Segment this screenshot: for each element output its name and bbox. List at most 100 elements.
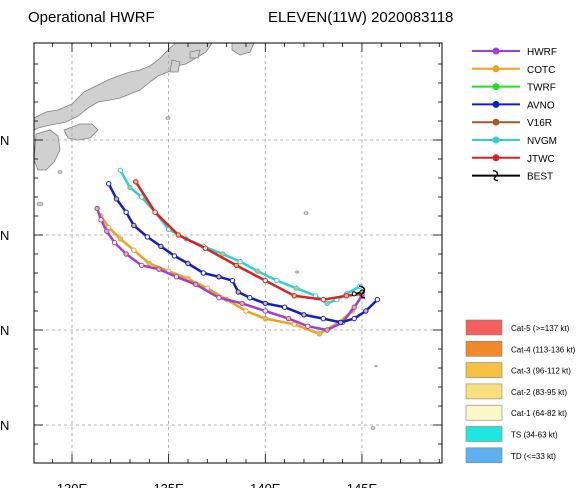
track-point: [185, 260, 191, 267]
x-tick-label: 145E: [347, 481, 378, 488]
track-point: [351, 291, 357, 297]
legend-marker: [492, 65, 500, 73]
legend-storm-symbol: [492, 169, 499, 182]
track-point: [320, 315, 326, 322]
track-nvgm: [117, 167, 363, 307]
legend-label: JTWC: [527, 154, 555, 165]
track-point: [123, 251, 129, 257]
category-label: Cat-1 (64-82 kt): [511, 409, 567, 418]
track-point: [106, 181, 112, 187]
track-point: [104, 228, 110, 234]
y-tick-label: N: [0, 323, 9, 338]
track-point: [113, 196, 120, 202]
track-point: [220, 251, 226, 257]
track-point: [262, 315, 268, 322]
category-item: Cat-1 (64-82 kt): [465, 404, 567, 421]
legend-label: AVNO: [527, 100, 555, 111]
storm-symbol: [358, 285, 366, 299]
category-label: TS (34-63 kt): [511, 431, 558, 440]
legend-label: V16R: [527, 118, 552, 129]
legend-marker: [492, 47, 500, 55]
x-tick-label: 140E: [250, 481, 281, 488]
legend-marker: [492, 100, 500, 108]
category-item: Cat-3 (96-112 kt): [465, 362, 571, 378]
track-point: [293, 285, 299, 291]
y-tick-label: N: [0, 418, 9, 433]
legend-label: TWRF: [527, 83, 556, 94]
track-point: [247, 295, 253, 301]
track-point: [156, 266, 162, 272]
legend-item-best: BEST: [472, 169, 553, 183]
legend-label: HWRF: [527, 47, 557, 58]
category-label: Cat-3 (96-112 kt): [511, 367, 571, 376]
track-jtwc: [133, 179, 365, 303]
track-point: [324, 327, 330, 333]
track-point: [374, 296, 381, 303]
land-izu: [189, 49, 201, 59]
land-boso: [169, 59, 181, 73]
track-point: [152, 209, 158, 215]
legend-item-jtwc: JTWC: [472, 154, 555, 165]
track-point: [262, 308, 268, 314]
island-minami: [295, 270, 299, 274]
track-point: [343, 293, 350, 299]
category-swatch: [465, 383, 503, 400]
track-point: [274, 277, 280, 284]
track-point: [351, 315, 357, 322]
island-amami: [36, 201, 44, 207]
y-tick-label: N: [0, 133, 9, 148]
legend-item-twrf: TWRF: [472, 83, 556, 94]
legend-item-cotc: COTC: [472, 65, 555, 76]
axis-ticks: [34, 43, 442, 464]
track-point: [117, 167, 124, 174]
plot-frame: [33, 42, 443, 464]
island-tanegashima: [57, 170, 63, 174]
x-tick-label: 130E: [57, 481, 88, 488]
map-title: Operational HWRF: [28, 9, 155, 26]
track-point: [98, 217, 104, 223]
track-point: [171, 253, 178, 259]
category-swatch: [465, 340, 503, 357]
track-point: [235, 289, 241, 295]
track-point: [324, 300, 330, 307]
track-point: [285, 315, 292, 322]
track-point: [239, 300, 245, 307]
category-label: TD (<=33 kt): [511, 452, 556, 461]
track-point: [123, 209, 129, 215]
track-point: [202, 245, 209, 252]
category-swatch: [465, 447, 503, 464]
intensity-legend: Cat-5 (>=137 kt) Cat-4 (113-136 kt) Cat-3 …: [465, 319, 576, 464]
category-swatch: [465, 404, 503, 421]
legend-marker: [492, 154, 500, 162]
track-point: [337, 319, 344, 326]
land-shikoku: [63, 123, 99, 141]
legend-item-nvgm: NVGM: [472, 136, 557, 147]
track-point: [233, 262, 240, 269]
islands: [36, 116, 378, 430]
forecast-tracks: [94, 167, 381, 337]
track-point: [229, 277, 236, 284]
island-saipan: [374, 364, 378, 368]
legend-marker: [492, 136, 500, 144]
model-legend: HWRF COTC TWRF AVNO V16R NVGM JTWC BEST: [472, 47, 557, 183]
map-grid: [34, 43, 442, 463]
track-point: [144, 234, 151, 240]
track-point: [216, 274, 222, 280]
land-kyushu: [34, 129, 61, 171]
track-point: [262, 300, 268, 307]
category-swatch: [465, 426, 503, 442]
track-point: [138, 194, 145, 200]
track-point: [262, 277, 268, 284]
legend-marker: [492, 83, 500, 91]
island-ogasawara: [303, 211, 309, 215]
legend-label: NVGM: [527, 136, 557, 147]
category-item: Cat-4 (113-136 kt): [465, 340, 576, 357]
track-point: [291, 293, 297, 299]
category-label: Cat-5 (>=137 kt): [511, 324, 570, 333]
track-point: [94, 205, 100, 212]
island-hachijo: [165, 116, 171, 120]
storm-id-title: ELEVEN(11W) 2020083118: [268, 9, 454, 26]
track-point: [175, 232, 182, 238]
category-item: TD (<=33 kt): [465, 447, 556, 464]
